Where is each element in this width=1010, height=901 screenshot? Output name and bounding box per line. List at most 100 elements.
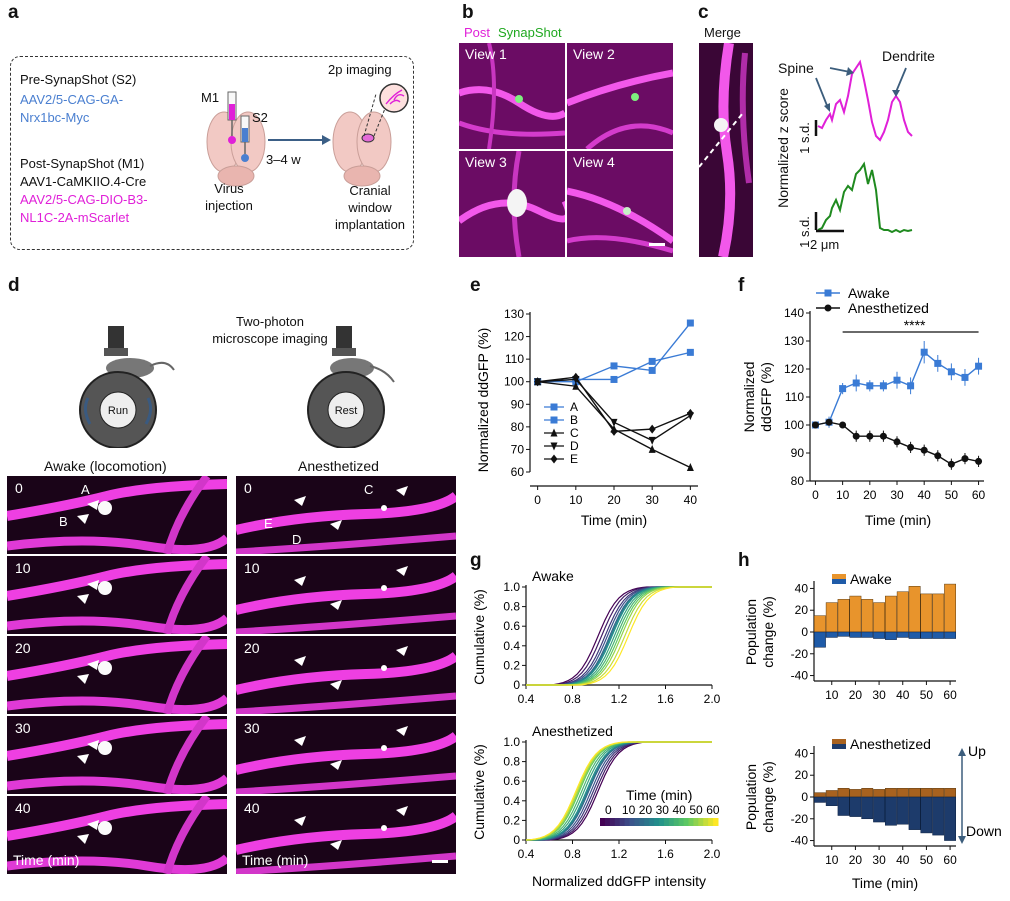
right-frame-30: 30 [236, 716, 456, 794]
left-frame-10-svg [7, 556, 227, 634]
legend-B-label: B [570, 413, 578, 427]
synapse-c [381, 825, 387, 831]
bar-down [896, 796, 909, 825]
series-E-point [572, 372, 580, 382]
post-virus-cre: AAV1-CaMKIIO.4-Cre [20, 174, 147, 189]
synapse-a [98, 741, 112, 755]
interval-label: 3–4 w [266, 152, 301, 167]
panel-letter-a: a [8, 2, 19, 23]
g-xlabel: Normalized ddGFP intensity [532, 873, 706, 889]
panel-letter-e: e [470, 275, 481, 296]
colorbar-segment [663, 818, 670, 826]
dendrite-branch [163, 636, 211, 714]
arrowhead [396, 806, 408, 816]
cranial-label-3: implantation [334, 217, 406, 232]
series-Anesthetized-point [934, 452, 942, 460]
y-tick-label: 80 [791, 474, 805, 488]
synapse-c [381, 745, 387, 751]
synapse-a [98, 501, 112, 515]
arrowhead [87, 500, 99, 510]
right-frame-10: 10 [236, 556, 456, 634]
colorbar-tick: 30 [656, 803, 670, 817]
significance-label: **** [904, 317, 926, 333]
colorbar-segment [703, 818, 709, 826]
arrowhead [330, 760, 342, 770]
legend-D-label: D [570, 439, 579, 453]
colorbar-segment [698, 818, 704, 826]
y-tick-label: 40 [795, 746, 809, 760]
dendrite-branch [7, 719, 227, 761]
post-profile-line [817, 59, 913, 142]
synapse-c [381, 505, 387, 511]
x-tick-label: 2.0 [704, 692, 721, 706]
bar-down [885, 796, 897, 826]
view-2-label: View 2 [573, 46, 615, 62]
arrowhead [330, 680, 342, 690]
series-Anesthetized-point [839, 421, 847, 429]
series-Awake-point [839, 385, 847, 393]
m1-label: M1 [201, 90, 220, 105]
colorbar-segment [639, 818, 645, 826]
x-tick-label: 20 [607, 493, 621, 507]
series-Anesthetized-point [907, 443, 915, 451]
left-frame-30-svg [7, 716, 227, 794]
bar-down [896, 631, 909, 638]
series-Awake-point [866, 382, 874, 390]
view-1-label: View 1 [465, 46, 507, 62]
series-E-point [686, 408, 694, 418]
colorbar-segment [713, 818, 719, 826]
dendrite-branch [236, 772, 456, 794]
bar-up [920, 788, 933, 798]
colorbar-segment [649, 818, 655, 826]
arrowhead [77, 674, 89, 684]
bar-down [837, 796, 850, 816]
legend-Awake-marker [824, 289, 832, 297]
x-tick-label: 10 [569, 493, 583, 507]
y-tick-label: 60 [511, 465, 525, 479]
dendrite-branch [236, 612, 456, 634]
series-A-point [610, 362, 618, 370]
colorbar-segment [683, 818, 689, 826]
y-tick-label: 120 [784, 362, 804, 376]
dendrite-branch [236, 811, 456, 855]
left-frame-time-10: 10 [15, 560, 31, 576]
e-xlabel: Time (min) [581, 512, 647, 528]
colorbar-tick: 10 [622, 803, 636, 817]
x-tick-label: 0 [534, 493, 541, 507]
y-tick-label: 100 [784, 418, 804, 432]
arrowhead [294, 656, 306, 666]
arrowhead [77, 594, 89, 604]
arrowhead [294, 816, 306, 826]
arrowhead [330, 600, 342, 610]
dendrite-branch [236, 571, 456, 615]
series-Anesthetized-point [825, 418, 833, 426]
dendrite-branch [7, 559, 227, 601]
series-A-point [648, 366, 656, 374]
y-tick-label: 0.2 [503, 813, 520, 827]
series-Awake-point [852, 379, 860, 387]
series-Anesthetized-point [920, 446, 928, 454]
bar-up [814, 792, 826, 798]
post-synapshot-title: Post-SynapShot (M1) [20, 156, 145, 171]
series-E-point [648, 424, 656, 434]
panel-a-box [10, 56, 414, 250]
bar-up [908, 586, 921, 633]
bar-up [944, 583, 957, 633]
g-anesthetized-title: Anesthetized [532, 723, 613, 739]
left-frame-0-svg [7, 476, 227, 554]
arrowhead [396, 486, 408, 496]
dendrite-branch [7, 614, 227, 634]
awake-title: Awake (locomotion) [44, 458, 167, 474]
arrowhead [87, 580, 99, 590]
spine-label: Spine [778, 60, 814, 76]
dendrite-branch [7, 694, 227, 714]
anesth-title: Anesthetized [298, 458, 379, 474]
left-frame-time-0: 0 [15, 480, 23, 496]
series-E-point [610, 426, 618, 436]
d-imaging-line1: Two-photon [236, 314, 304, 329]
marker-a: A [81, 482, 90, 497]
syringe-m1-icon [227, 91, 237, 144]
colorbar-segment [659, 818, 665, 826]
series-Anesthetized-point [947, 460, 955, 468]
